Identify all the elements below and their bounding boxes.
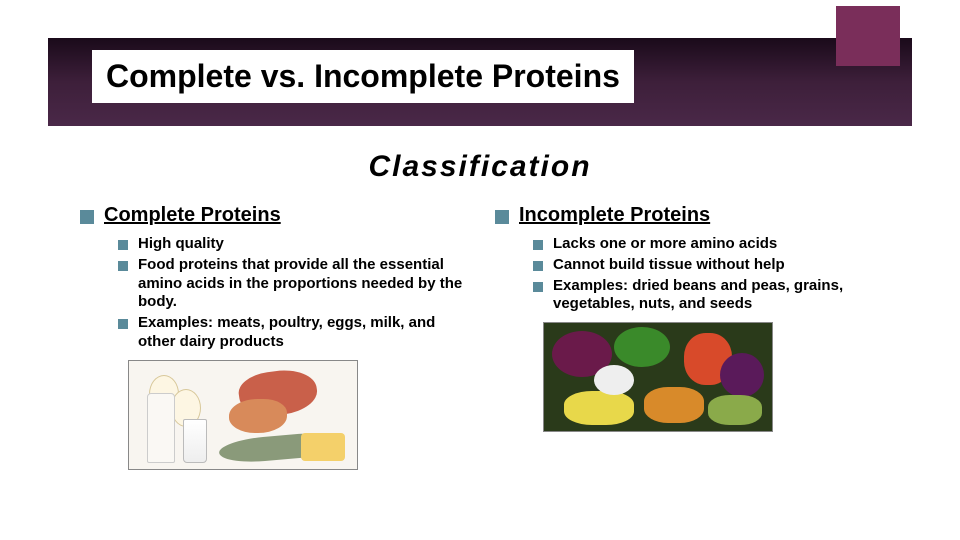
slide-title: Complete vs. Incomplete Proteins: [92, 50, 634, 103]
title-bar: Complete vs. Incomplete Proteins: [48, 38, 912, 126]
item-text: Examples: dried beans and peas, grains, …: [553, 277, 880, 315]
image-complete-proteins: [128, 360, 358, 470]
item-text: Food proteins that provide all the essen…: [138, 256, 465, 312]
column-title-left: Complete Proteins: [104, 204, 281, 227]
bullet-icon: [118, 319, 128, 329]
item-text: High quality: [138, 235, 224, 254]
bullet-icon: [118, 240, 128, 250]
list-complete: High quality Food proteins that provide …: [80, 235, 465, 352]
list-item: Examples: meats, poultry, eggs, milk, an…: [118, 314, 465, 352]
bullet-icon: [495, 210, 509, 224]
list-item: High quality: [118, 235, 465, 254]
columns-container: Complete Proteins High quality Food prot…: [80, 204, 880, 470]
list-item: Examples: dried beans and peas, grains, …: [533, 277, 880, 315]
image-incomplete-proteins: [543, 322, 773, 432]
column-incomplete: Incomplete Proteins Lacks one or more am…: [495, 204, 880, 470]
list-item: Lacks one or more amino acids: [533, 235, 880, 254]
column-header-right: Incomplete Proteins: [495, 204, 880, 227]
list-item: Cannot build tissue without help: [533, 256, 880, 275]
bullet-icon: [533, 282, 543, 292]
list-item: Food proteins that provide all the essen…: [118, 256, 465, 312]
item-text: Examples: meats, poultry, eggs, milk, an…: [138, 314, 465, 352]
bullet-icon: [80, 210, 94, 224]
column-complete: Complete Proteins High quality Food prot…: [80, 204, 465, 470]
bullet-icon: [533, 261, 543, 271]
corner-accent: [836, 6, 900, 66]
bullet-icon: [533, 240, 543, 250]
item-text: Lacks one or more amino acids: [553, 235, 777, 254]
bullet-icon: [118, 261, 128, 271]
item-text: Cannot build tissue without help: [553, 256, 785, 275]
content-area: Classification Complete Proteins High qu…: [80, 150, 880, 470]
list-incomplete: Lacks one or more amino acids Cannot bui…: [495, 235, 880, 314]
column-header-left: Complete Proteins: [80, 204, 465, 227]
column-title-right: Incomplete Proteins: [519, 204, 710, 227]
classification-heading: Classification: [80, 150, 880, 184]
